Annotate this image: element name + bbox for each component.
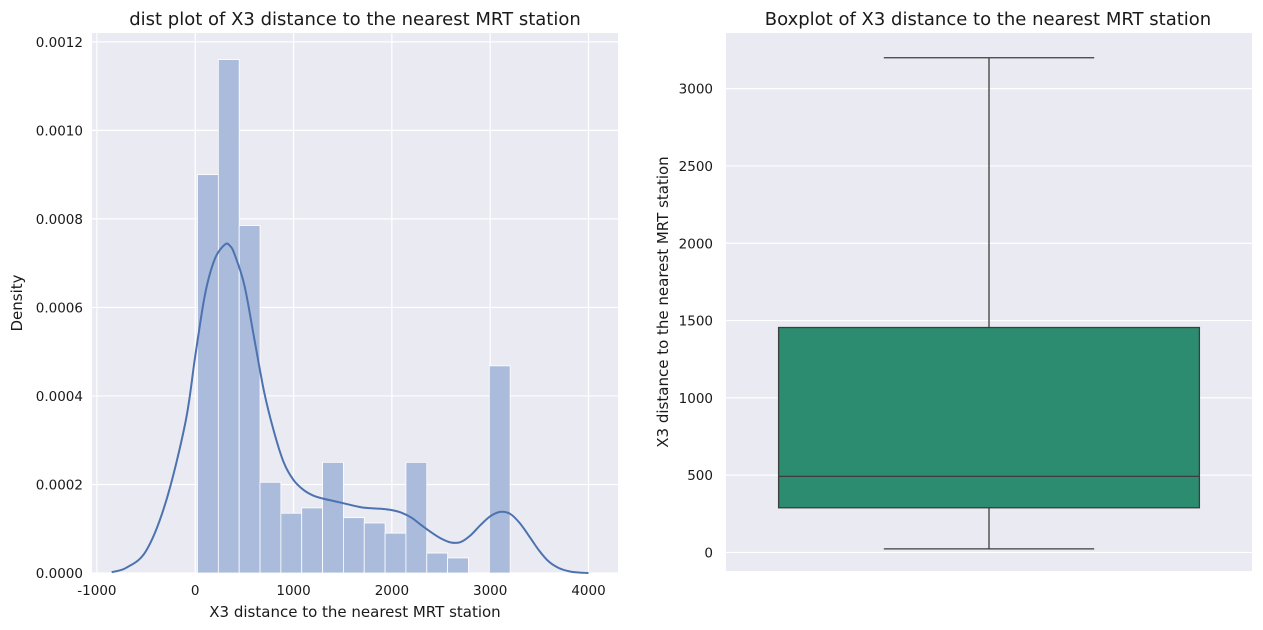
x-tick-label: 3000 [473, 583, 507, 599]
histogram-bar [280, 512, 303, 574]
x-tick-label: 2000 [375, 583, 409, 599]
y-tick-label: 500 [687, 468, 713, 484]
boxplot-y-ticks: 0 500 1000 1500 2000 2500 3000 [679, 82, 713, 562]
y-tick-label: 0.0006 [36, 300, 83, 316]
x-tick-label: 1000 [276, 583, 310, 599]
boxplot-panel: 0 500 1000 1500 2000 2500 3000 Boxplot of X3 d… [654, 9, 1252, 571]
boxplot-title: Boxplot of X3 distance to the nearest MR… [765, 9, 1211, 30]
dist-plot-y-ticks: 0.0000 0.0002 0.0004 0.0006 0.0008 0.0010 0.00… [36, 35, 83, 582]
histogram-bar [217, 59, 240, 574]
histogram-bar [426, 552, 449, 574]
boxplot-elements [777, 57, 1201, 550]
histogram-bar [322, 461, 344, 574]
histogram-bars [197, 59, 511, 574]
x-tick-label: 0 [191, 583, 200, 599]
x-tick-label: -1000 [77, 583, 116, 599]
y-tick-label: 1000 [679, 391, 713, 407]
histogram-bar [384, 532, 407, 574]
dist-plot-y-label: Density [8, 274, 26, 331]
y-tick-label: 0.0008 [36, 212, 83, 228]
histogram-bar [405, 461, 428, 574]
y-tick-label: 2500 [679, 159, 713, 175]
y-tick-label: 1500 [679, 314, 713, 330]
histogram-bar [488, 365, 511, 574]
y-tick-label: 0 [704, 545, 713, 561]
dist-plot-panel: -1000 0 1000 2000 3000 4000 0.00000.00020.000… [8, 9, 618, 621]
y-tick-label: 0.0002 [36, 477, 83, 493]
histogram-bar [301, 507, 323, 574]
histogram-bar [259, 481, 282, 574]
y-tick-label: 3000 [679, 82, 713, 98]
kde-curve [111, 242, 589, 574]
y-tick-label: 2000 [679, 236, 713, 252]
histogram-bar [342, 517, 365, 574]
dist-plot-grid [92, 33, 618, 574]
y-tick-label: 0.0010 [36, 123, 83, 139]
dist-plot-title: dist plot of X3 distance to the nearest … [129, 9, 581, 30]
boxplot-y-label: X3 distance to the nearest MRT station [654, 156, 672, 447]
histogram-bar [197, 174, 219, 574]
x-tick-label: 4000 [571, 583, 605, 599]
dist-plot-area [92, 33, 618, 573]
y-tick-label: 0.0000 [36, 566, 83, 582]
dist-plot-x-ticks: -1000 0 1000 2000 3000 4000 [77, 583, 605, 599]
y-tick-label: 0.0012 [36, 35, 83, 51]
histogram-bar [238, 225, 261, 574]
histogram-bar [363, 522, 386, 574]
dist-plot-x-label: X3 distance to the nearest MRT station [209, 603, 500, 621]
y-tick-label: 0.0004 [36, 389, 83, 405]
histogram-bar [447, 557, 469, 574]
iqr-box [777, 326, 1201, 509]
